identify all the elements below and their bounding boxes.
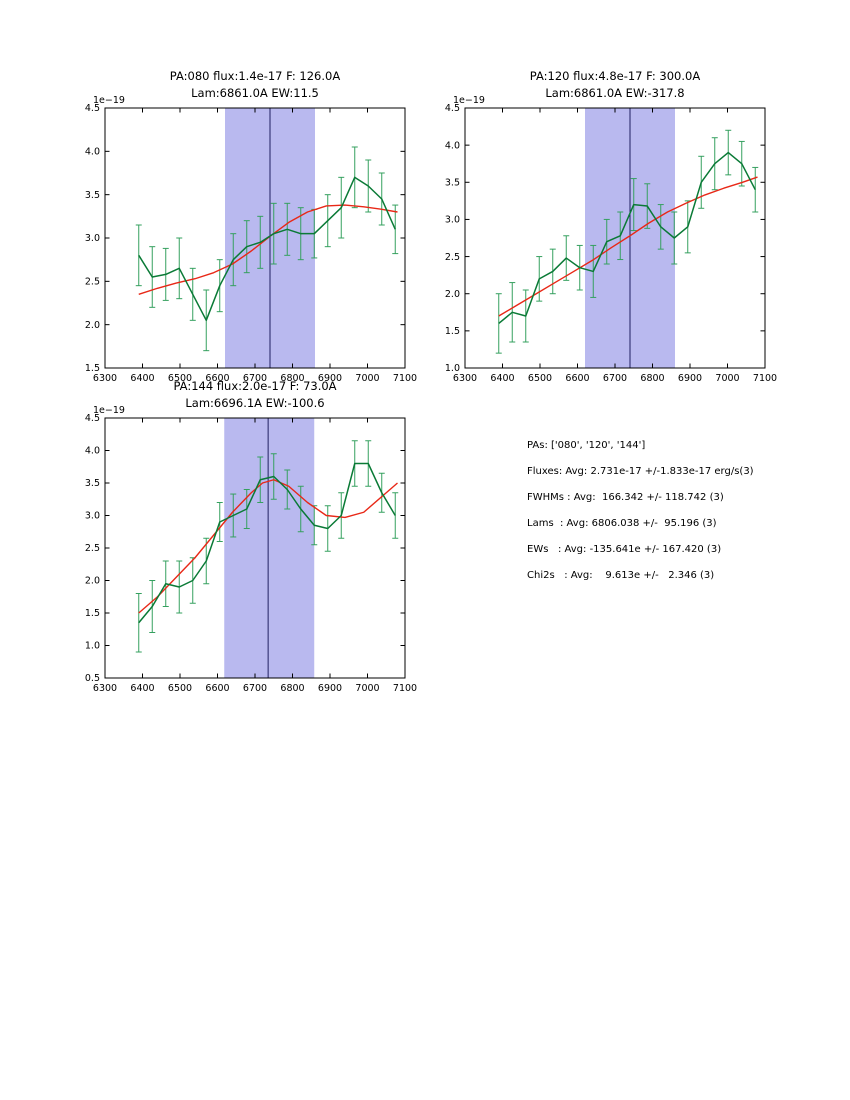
x-tick-label: 6500 — [168, 373, 192, 384]
subplot-pa080-svg: 6300 6400 6500 6600 6700 6800 6900 7000 7100 1.5 2… — [85, 69, 417, 384]
y-tick-label: 1.5 — [85, 608, 100, 619]
x-tick-label: 6900 — [678, 373, 702, 384]
subplot-title-line2: Lam:6861.0A EW:11.5 — [191, 86, 319, 100]
x-tick-label: 6700 — [603, 373, 627, 384]
subplot-pa120: 6300 6400 6500 6600 6700 6800 6900 7000 7100 1.0 1… — [417, 64, 779, 386]
y-tick-label: 3.5 — [445, 177, 460, 188]
subplot-title-line1: PA:080 flux:1.4e-17 F: 126.0A — [170, 69, 341, 83]
x-tick-label: 7000 — [355, 373, 379, 384]
y-tick-label: 3.0 — [85, 233, 100, 244]
line-region-band — [224, 418, 315, 678]
y-tick-label: 1.5 — [85, 363, 100, 374]
y-axis-offset-label: 1e−19 — [93, 405, 125, 416]
subplot-title-line1: PA:144 flux:2.0e-17 F: 73.0A — [173, 379, 336, 393]
x-tick-label: 6600 — [565, 373, 589, 384]
subplot-title-line2: Lam:6696.1A EW:-100.6 — [185, 396, 324, 410]
subplot-pa120-svg: 6300 6400 6500 6600 6700 6800 6900 7000 7100 1.0 1… — [445, 69, 777, 384]
y-tick-label: 2.5 — [85, 277, 100, 288]
y-tick-label: 0.5 — [85, 673, 100, 684]
stats-line-lams: Lams : Avg: 6806.038 +/- 95.196 (3) — [527, 518, 717, 529]
x-tick-label: 6500 — [168, 683, 192, 694]
spectrum-line — [498, 151, 756, 325]
x-tick-label: 6800 — [640, 373, 664, 384]
x-tick-label: 7100 — [753, 373, 777, 384]
spectrum-line — [138, 176, 396, 322]
subplot-pa144: 6300 6400 6500 6600 6700 6800 6900 7000 7100 0.5 1… — [57, 374, 419, 696]
x-tick-label: 7000 — [715, 373, 739, 384]
y-axis-offset-label: 1e−19 — [453, 95, 485, 106]
fit-curve — [498, 176, 758, 317]
y-tick-label: 4.0 — [85, 147, 100, 158]
x-tick-label: 7100 — [393, 683, 417, 694]
subplot-title-line2: Lam:6861.0A EW:-317.8 — [545, 86, 684, 100]
x-tick-label: 6600 — [205, 683, 229, 694]
subplot-title-line1: PA:120 flux:4.8e-17 F: 300.0A — [530, 69, 701, 83]
x-tick-label: 6300 — [453, 373, 477, 384]
y-tick-label: 3.0 — [445, 215, 460, 226]
y-axis-offset-label: 1e−19 — [93, 95, 125, 106]
x-tick-label: 6300 — [93, 373, 117, 384]
x-tick-label: 6300 — [93, 683, 117, 694]
y-tick-label: 3.0 — [85, 511, 100, 522]
x-tick-label: 6400 — [130, 373, 154, 384]
stats-line-ews: EWs : Avg: -135.641e +/- 167.420 (3) — [527, 544, 722, 555]
y-tick-label: 2.0 — [445, 289, 460, 300]
subplot-pa144-svg: 6300 6400 6500 6600 6700 6800 6900 7000 7100 0.5 1… — [85, 379, 417, 694]
stats-line-fluxes: Fluxes: Avg: 2.731e-17 +/-1.833e-17 erg/… — [527, 466, 754, 477]
y-tick-label: 4.5 — [85, 413, 100, 424]
x-tick-label: 6700 — [243, 683, 267, 694]
x-tick-label: 6900 — [318, 373, 342, 384]
y-tick-label: 4.0 — [445, 140, 460, 151]
fit-curve — [138, 479, 398, 614]
y-tick-label: 1.5 — [445, 326, 460, 337]
x-tick-label: 6600 — [205, 373, 229, 384]
y-tick-label: 1.0 — [85, 641, 100, 652]
x-tick-label: 6800 — [280, 683, 304, 694]
x-tick-label: 6900 — [318, 683, 342, 694]
y-tick-label: 3.5 — [85, 190, 100, 201]
x-tick-label: 6700 — [243, 373, 267, 384]
y-tick-label: 1.0 — [445, 363, 460, 374]
y-tick-label: 4.5 — [445, 103, 460, 114]
x-tick-label: 7000 — [355, 683, 379, 694]
y-tick-label: 4.5 — [85, 103, 100, 114]
stats-line-pas: PAs: ['080', '120', '144'] — [527, 440, 646, 451]
x-tick-label: 6400 — [490, 373, 514, 384]
x-tick-label: 6400 — [130, 683, 154, 694]
x-tick-label: 7100 — [393, 373, 417, 384]
subplot-pa080: 6300 6400 6500 6600 6700 6800 6900 7000 7100 1.5 2… — [57, 64, 419, 386]
stats-line-fwhms: FWHMs : Avg: 166.342 +/- 118.742 (3) — [527, 492, 724, 503]
y-tick-label: 2.0 — [85, 576, 100, 587]
y-tick-label: 2.5 — [445, 252, 460, 263]
x-tick-label: 6800 — [280, 373, 304, 384]
stats-panel: PAs: ['080', '120', '144'] Fluxes: Avg: … — [527, 433, 754, 589]
y-tick-label: 2.0 — [85, 320, 100, 331]
y-tick-label: 2.5 — [85, 543, 100, 554]
y-tick-label: 3.5 — [85, 478, 100, 489]
y-tick-label: 4.0 — [85, 446, 100, 457]
x-tick-label: 6500 — [528, 373, 552, 384]
spectrum-line — [138, 462, 396, 624]
stats-line-chi2s: Chi2s : Avg: 9.613e +/- 2.346 (3) — [527, 570, 715, 581]
